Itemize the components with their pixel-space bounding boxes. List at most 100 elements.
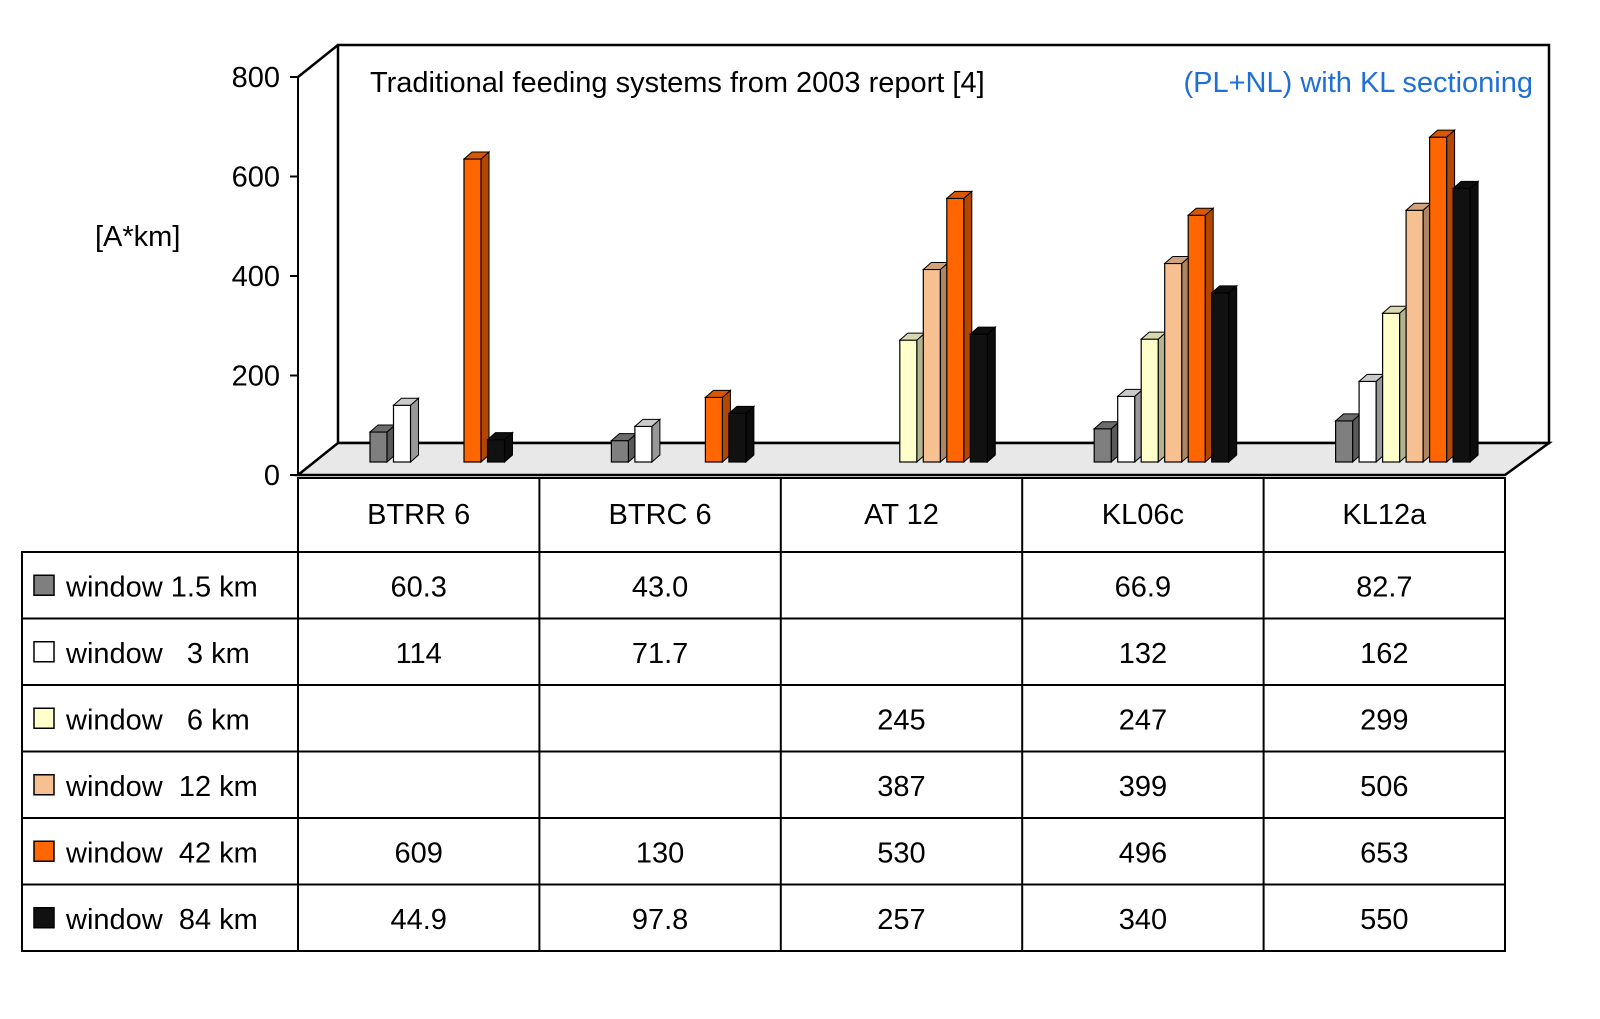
bar-front	[610, 440, 630, 463]
data-label: 257	[877, 904, 925, 936]
bar-front	[1164, 262, 1183, 463]
bar	[392, 397, 420, 464]
bar	[633, 418, 662, 464]
bar	[1428, 129, 1456, 464]
data-label: 340	[1119, 904, 1167, 936]
bar-side	[1469, 180, 1479, 464]
bar-front	[634, 425, 653, 463]
data-label: 97.8	[632, 904, 688, 936]
bar-top	[1186, 207, 1215, 216]
data-label: 132	[1119, 638, 1167, 670]
y-tick-label: 0	[264, 460, 280, 492]
bar-top	[704, 389, 732, 398]
bar-front	[1334, 420, 1354, 463]
data-label: 162	[1360, 638, 1408, 670]
bar-top	[968, 326, 997, 335]
bar	[968, 326, 997, 464]
data-label: 247	[1119, 704, 1167, 736]
bar	[945, 190, 974, 464]
legend-swatch	[33, 907, 55, 929]
bar-front	[1093, 428, 1112, 463]
bar-front	[1211, 292, 1230, 463]
bar-front	[463, 158, 482, 463]
bar-top	[1451, 180, 1480, 189]
category-header: KL12a	[1342, 499, 1427, 531]
bar-top	[727, 405, 756, 414]
bar-front	[1405, 209, 1424, 463]
bar	[368, 423, 397, 464]
y-tick-label: 400	[232, 261, 280, 293]
bar-side	[986, 326, 996, 464]
bar-front	[1452, 187, 1471, 463]
bar-front	[1187, 214, 1206, 463]
data-label: 114	[396, 638, 442, 670]
bar	[486, 431, 514, 464]
y-tick-label: 200	[232, 361, 280, 393]
chart-subtitle: (PL+NL) with KL sectioning	[1183, 67, 1533, 99]
data-label: 245	[877, 704, 925, 736]
data-label: 609	[395, 837, 443, 869]
legend-label: window 84 km	[65, 904, 258, 936]
bar	[1404, 202, 1433, 464]
legend-swatch	[33, 840, 55, 862]
bar-front	[1117, 395, 1136, 463]
data-label: 399	[1119, 771, 1167, 803]
legend-swatch	[33, 641, 55, 663]
legend-label: window 1.5 km	[65, 571, 258, 603]
data-label: 496	[1119, 837, 1167, 869]
y-axis: 0 200 400 600 800	[232, 62, 299, 492]
legend-label: window 42 km	[65, 837, 258, 869]
bar	[921, 261, 950, 464]
y-axis-label: [A*km]	[95, 221, 180, 253]
legend-swatch	[33, 774, 55, 796]
legend-swatch	[33, 707, 55, 729]
bar-top	[462, 151, 491, 160]
bar-front	[728, 412, 747, 463]
bar	[1163, 255, 1192, 464]
bar	[1092, 420, 1121, 464]
bar-top	[945, 190, 974, 199]
category-header: AT 12	[864, 499, 939, 531]
bar-side	[1228, 284, 1238, 464]
data-label: 66.9	[1115, 571, 1171, 603]
bar-front	[1428, 136, 1448, 463]
bar-side	[410, 397, 419, 464]
bar-front	[969, 333, 988, 463]
bar	[1186, 207, 1215, 464]
category-header: KL06c	[1102, 499, 1184, 531]
data-label: 43.0	[632, 571, 688, 603]
data-label: 506	[1360, 771, 1408, 803]
chart-title: Traditional feeding systems from 2003 re…	[370, 67, 985, 99]
bar-front	[486, 439, 506, 463]
bar-front	[1358, 380, 1377, 463]
legend-label: window 3 km	[65, 638, 250, 670]
y-tick-label: 800	[232, 62, 280, 94]
bar-side	[480, 150, 490, 464]
bar-front	[946, 197, 965, 463]
bar-top	[633, 418, 662, 427]
bar	[610, 432, 638, 464]
bar-top	[1210, 285, 1239, 294]
bar	[1381, 305, 1409, 464]
bar	[1139, 331, 1168, 464]
legend-label: window 6 km	[65, 704, 250, 736]
bar-front	[922, 268, 941, 463]
bar-top	[486, 432, 514, 441]
bar	[462, 150, 491, 464]
bar	[1210, 284, 1239, 464]
bar	[1357, 373, 1386, 464]
bar	[1116, 388, 1145, 464]
bar-top	[1428, 129, 1456, 138]
bar-front	[369, 431, 388, 463]
data-label: 299	[1360, 704, 1408, 736]
legend-swatch	[33, 574, 55, 596]
bar-front	[1140, 338, 1159, 463]
bar-front	[704, 396, 724, 463]
bar-front	[392, 404, 412, 463]
data-label: 71.7	[632, 638, 688, 670]
bar-front	[899, 339, 918, 463]
data-label: 82.7	[1356, 571, 1412, 603]
bar	[1451, 180, 1480, 464]
